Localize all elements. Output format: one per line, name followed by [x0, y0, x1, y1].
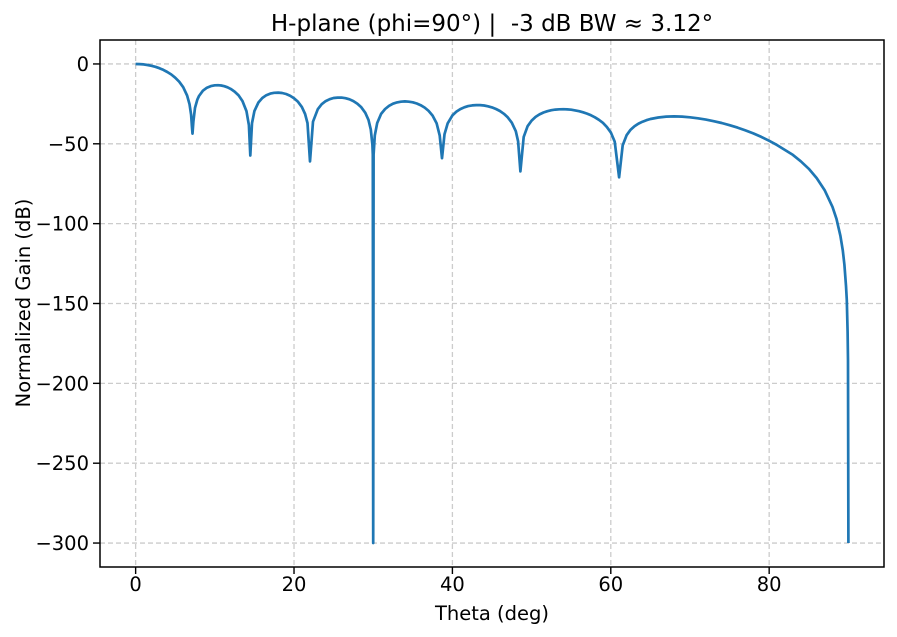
- x-tick-label: 20: [282, 573, 307, 596]
- y-tick-label: 0: [77, 53, 89, 76]
- y-tick-label: −100: [35, 213, 89, 236]
- x-axis-label: Theta (deg): [434, 602, 550, 625]
- x-tick-label: 40: [440, 573, 465, 596]
- x-tick-label: 80: [757, 573, 782, 596]
- y-tick-label: −300: [35, 532, 89, 555]
- y-tick-label: −150: [35, 293, 89, 316]
- y-tick-label: −250: [35, 452, 89, 475]
- y-axis-label: Normalized Gain (dB): [12, 198, 35, 408]
- y-tick-label: −200: [35, 372, 89, 395]
- x-tick-label: 60: [598, 573, 623, 596]
- x-tick-label: 0: [129, 573, 141, 596]
- chart-title: H-plane (phi=90°) | -3 dB BW ≈ 3.12°: [270, 11, 714, 37]
- gain-curve: [135, 62, 850, 545]
- y-tick-label: −50: [48, 133, 89, 156]
